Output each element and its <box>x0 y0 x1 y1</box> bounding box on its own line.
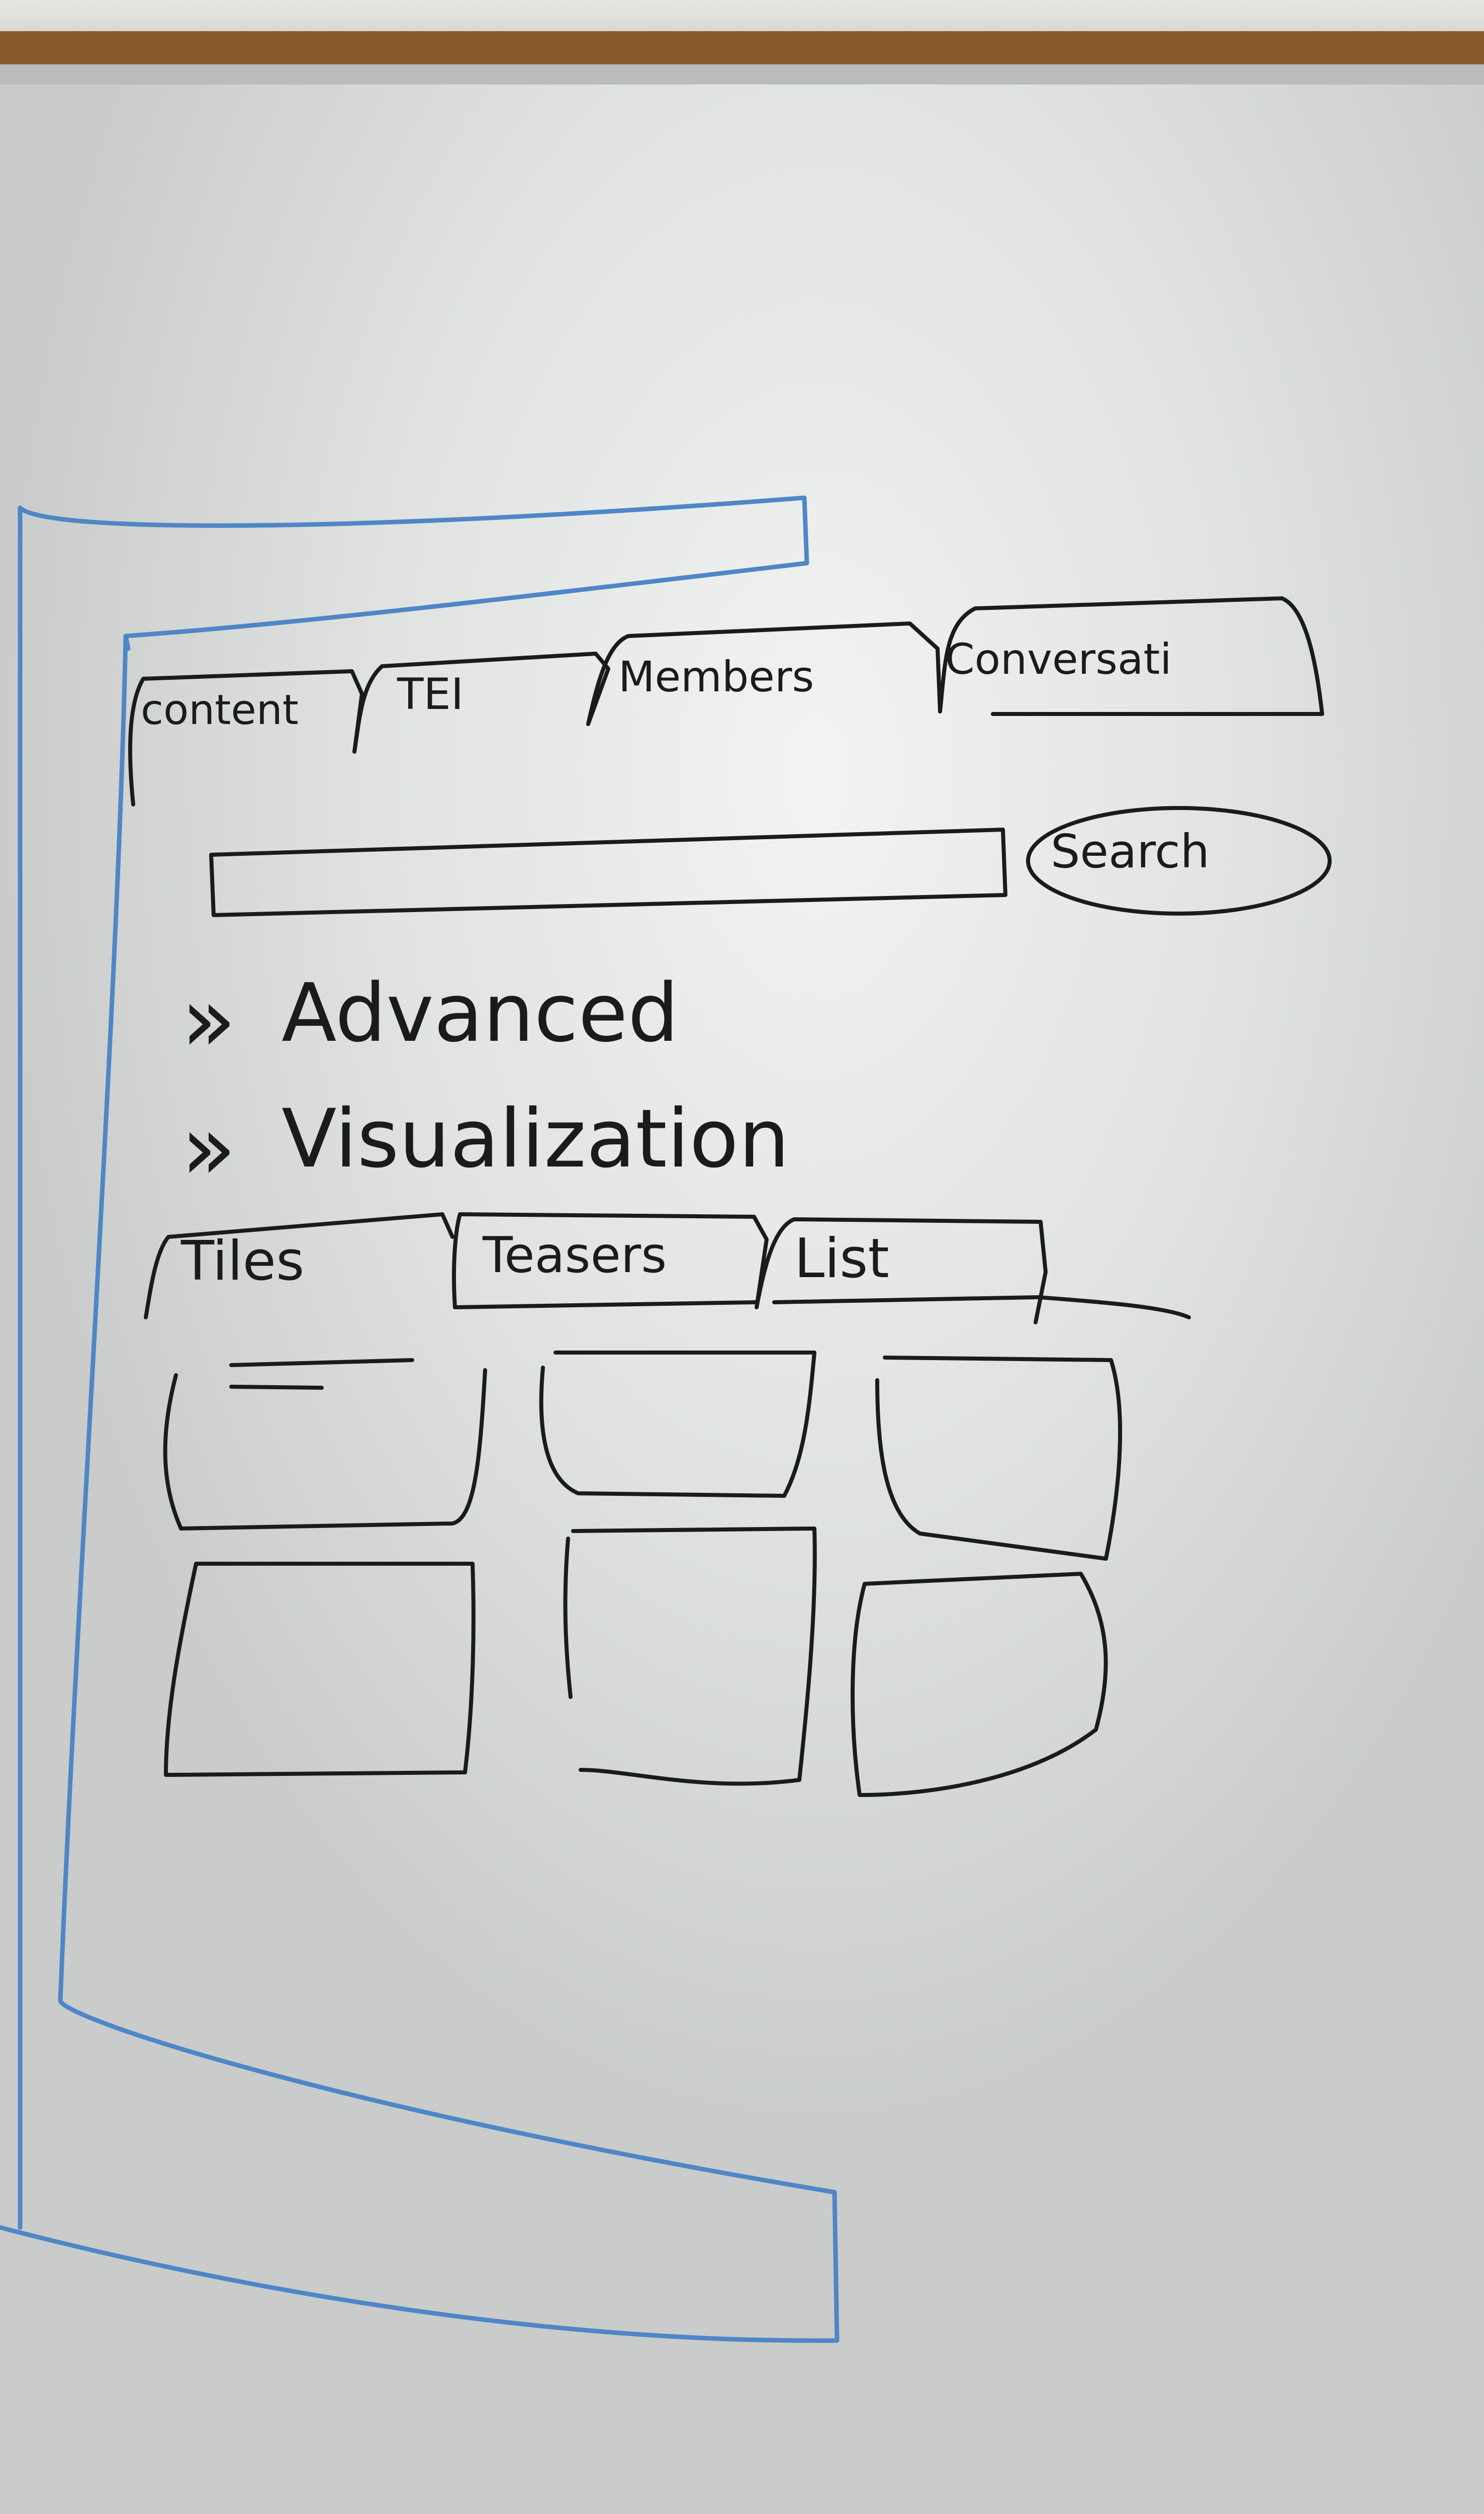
tile[interactable] <box>563 1527 817 1786</box>
device-outline <box>0 495 840 2343</box>
tab-content[interactable]: content <box>141 686 299 734</box>
search-button-label: Search <box>1051 825 1210 878</box>
tile-title-lines <box>229 1358 414 1390</box>
board-top-frame <box>0 64 1484 85</box>
top-tab-bar <box>128 596 1324 806</box>
double-chevron-right-icon: » <box>181 967 236 1072</box>
tile[interactable] <box>164 1562 476 1777</box>
tile[interactable] <box>539 1351 816 1498</box>
tab-tei[interactable]: TEI <box>397 669 463 720</box>
tab-list[interactable]: List <box>794 1227 889 1290</box>
expander-visualization[interactable]: » Visualization <box>181 1092 790 1201</box>
expander-advanced[interactable]: » Advanced <box>181 966 679 1072</box>
cork-strip <box>0 31 1484 66</box>
search-button[interactable] <box>1026 806 1332 916</box>
search-bar: Search <box>209 806 1332 917</box>
tab-conversations[interactable]: Conversati <box>945 635 1172 684</box>
tab-teasers[interactable]: Teasers <box>482 1227 667 1284</box>
view-tab-bar <box>144 1212 1191 1324</box>
expander-visualization-label: Visualization <box>282 1092 790 1186</box>
tile[interactable] <box>875 1356 1123 1561</box>
tile[interactable] <box>163 1368 487 1531</box>
search-input[interactable] <box>209 828 1007 917</box>
expander-advanced-label: Advanced <box>282 966 679 1060</box>
tab-members[interactable]: Members <box>618 652 814 701</box>
double-chevron-right-icon: » <box>181 1096 236 1201</box>
tile-grid <box>163 1351 1123 1797</box>
whiteboard-surface <box>0 84 1484 2514</box>
tile[interactable] <box>851 1572 1108 1797</box>
tab-tiles[interactable]: Tiles <box>180 1230 304 1293</box>
